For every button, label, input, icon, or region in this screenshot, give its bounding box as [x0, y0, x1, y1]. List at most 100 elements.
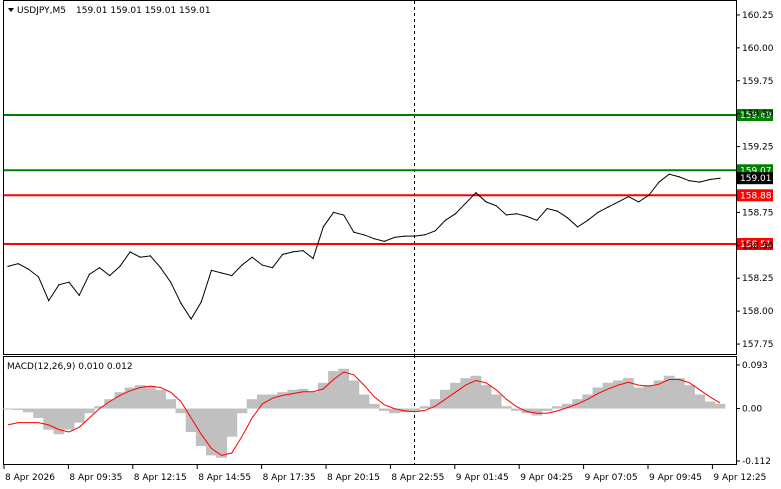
macd-histogram-bar [562, 403, 573, 409]
macd-histogram-bar [114, 392, 126, 409]
macd-histogram-bar [145, 386, 156, 409]
price-point [210, 269, 213, 271]
price-point [37, 276, 40, 278]
price-point [159, 267, 162, 269]
price-point [454, 213, 457, 215]
support-level-label: 158.88 [740, 191, 772, 201]
price-point [302, 249, 304, 252]
macd-histogram-bar [338, 368, 350, 409]
price-point [170, 281, 172, 283]
macd-histogram-bar [582, 394, 594, 409]
price-point [373, 238, 375, 240]
macd-histogram-bar [256, 394, 268, 409]
macd-histogram-bar [592, 387, 604, 409]
macd-header: MACD(12,26,9) 0.010 0.012 [7, 362, 133, 372]
dropdown-triangle-icon[interactable] [8, 8, 14, 12]
y-tick-label: 157.75 [742, 340, 774, 350]
macd-histogram-bar [643, 385, 655, 409]
price-point [363, 234, 365, 236]
y-tick-label: 160.00 [742, 44, 774, 54]
macd-histogram-bar [480, 385, 492, 409]
macd-histogram-bar [541, 408, 553, 411]
macd-signal-line [7, 371, 721, 456]
x-tick-label: 8 Apr 12:15 [134, 473, 187, 483]
price-panel [3, 0, 737, 355]
macd-histogram-bar [328, 371, 339, 409]
macd-histogram-bar [63, 408, 75, 430]
macd-histogram-bar [551, 406, 563, 409]
macd-histogram-bar [206, 408, 217, 456]
macd-histogram-bar [104, 399, 116, 409]
macd-histogram-bar [124, 387, 136, 409]
macd-histogram-bar [226, 408, 238, 437]
macd-histogram-bar [185, 408, 197, 432]
x-tick-label: 9 Apr 07:05 [585, 473, 638, 483]
macd-histogram-bar [358, 394, 370, 409]
price-point [292, 251, 294, 253]
price-point [495, 205, 497, 207]
price-point [658, 181, 660, 183]
macd-histogram-bar [43, 408, 55, 430]
price-point [526, 215, 528, 217]
price-point [688, 180, 691, 182]
macd-histogram-bar [704, 401, 716, 409]
macd-histogram-bar [246, 399, 258, 409]
macd-histogram-bar [236, 408, 248, 414]
resistance-level-label: 159.07 [740, 166, 772, 176]
macd-histogram-bar [368, 403, 380, 409]
symbol-label: USDJPY,M5 [17, 6, 66, 16]
macd-y-tick-label: -0.112 [742, 457, 771, 467]
y-tick-label: 158.00 [742, 307, 774, 317]
price-point [129, 251, 131, 253]
price-point [577, 226, 579, 228]
x-tick-label: 9 Apr 12:25 [713, 473, 766, 483]
macd-histogram-bar [511, 408, 522, 411]
y-tick-label: 158.25 [742, 274, 774, 284]
price-point [709, 178, 711, 181]
macd-histogram-bar [307, 392, 319, 409]
macd-histogram-bar [33, 408, 44, 418]
x-tick-label: 8 Apr 20:15 [327, 473, 380, 483]
macd-histogram-bar [633, 387, 645, 409]
y-tick-label: 160.25 [742, 11, 774, 21]
price-point [261, 264, 263, 266]
macd-histogram-bar [623, 378, 634, 409]
macd-histogram-bar [317, 382, 329, 409]
price-point [48, 300, 50, 302]
y-tick-label: 159.50 [742, 110, 774, 120]
price-point [180, 302, 182, 304]
price-point [139, 256, 141, 258]
macd-histogram-bar [653, 380, 665, 409]
price-point [515, 213, 518, 215]
x-tick-label: 8 Apr 14:55 [198, 473, 251, 483]
macd-histogram-bar [94, 406, 105, 409]
macd-histogram-bar [501, 406, 512, 409]
y-tick-label: 158.50 [742, 241, 774, 251]
price-point [312, 257, 314, 260]
macd-histogram-bar [12, 408, 24, 410]
price-point [414, 235, 416, 237]
macd-histogram-bar [389, 408, 400, 414]
price-point [251, 256, 253, 258]
macd-histogram-bar [490, 394, 502, 409]
price-point [353, 231, 355, 233]
x-tick-label: 9 Apr 09:45 [649, 473, 702, 483]
price-point [17, 263, 19, 265]
macd-histogram-bar [165, 399, 177, 409]
price-point [88, 273, 90, 275]
macd-histogram-bar [277, 392, 289, 409]
macd-histogram-bar [714, 403, 726, 409]
price-point [119, 265, 121, 267]
macd-histogram-bar [531, 408, 543, 416]
price-point [149, 255, 151, 257]
price-point [597, 211, 599, 214]
macd-y-tick-label: 0.00 [742, 405, 762, 415]
x-tick-label: 8 Apr 09:35 [69, 473, 122, 483]
price-point [200, 301, 202, 303]
macd-panel [3, 356, 737, 465]
macd-histogram-bar [409, 408, 421, 411]
macd-histogram-bar [378, 408, 390, 411]
macd-histogram-bar [673, 378, 685, 409]
x-tick-label: 9 Apr 04:25 [520, 473, 573, 483]
macd-histogram-bar [267, 394, 278, 409]
